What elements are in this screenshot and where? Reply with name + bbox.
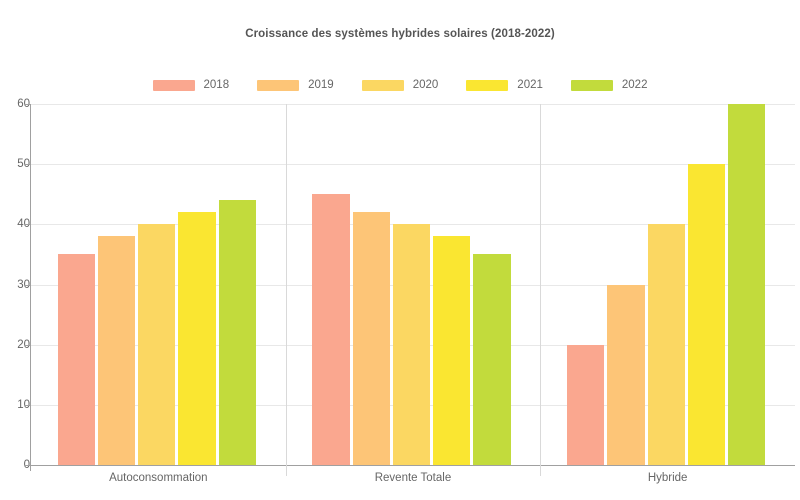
y-tick: 0 [0, 459, 30, 471]
y-tick: 40 [0, 218, 30, 230]
y-tick: 20 [0, 339, 30, 351]
category-label-autoconsommation: Autoconsommation [109, 472, 208, 484]
x-axis-line [24, 465, 795, 466]
y-tick: 60 [0, 98, 30, 110]
y-tick-label: 20 [17, 338, 30, 351]
legend-swatch-icon [257, 79, 300, 91]
gridline [31, 104, 795, 105]
plot-area [31, 104, 795, 465]
legend-item-2021[interactable]: 2021 [466, 79, 543, 91]
bar-revente-totale-2020[interactable] [392, 224, 431, 465]
category-label-revente-totale: Revente Totale [374, 472, 452, 484]
legend-label: 2019 [308, 79, 334, 91]
legend-label: 2018 [203, 79, 230, 91]
bar-hybride-2018[interactable] [567, 344, 605, 465]
bar-autoconsommation-2018[interactable] [57, 254, 95, 465]
bar-autoconsommation-2022[interactable] [218, 200, 256, 465]
bar-revente-totale-2019[interactable] [352, 212, 390, 465]
y-tick-mark [24, 465, 30, 466]
y-tick-mark [24, 344, 30, 346]
y-tick: 30 [0, 279, 30, 291]
y-tick-mark [24, 284, 30, 286]
group-separator [540, 104, 542, 476]
bar-hybride-2022[interactable] [728, 104, 766, 465]
y-tick-mark [24, 164, 30, 166]
y-axis-line [30, 104, 31, 471]
legend-swatch-icon [361, 79, 404, 91]
bar-revente-totale-2022[interactable] [473, 254, 511, 465]
bar-hybride-2020[interactable] [647, 224, 685, 465]
y-tick-mark [24, 104, 30, 105]
y-tick-label: 30 [17, 278, 30, 291]
legend-item-2018[interactable]: 2018 [152, 79, 230, 91]
y-tick: 10 [0, 399, 30, 411]
legend-label: 2020 [412, 79, 439, 91]
legend-item-2020[interactable]: 2020 [361, 79, 439, 91]
y-tick-label: 40 [17, 218, 30, 231]
y-tick-label: 60 [17, 98, 30, 110]
bar-autoconsommation-2020[interactable] [138, 224, 176, 465]
y-tick: 50 [0, 158, 30, 170]
legend-swatch-icon [570, 79, 613, 91]
legend-swatch-icon [152, 79, 195, 91]
bar-autoconsommation-2021[interactable] [178, 212, 216, 465]
bar-autoconsommation-2019[interactable] [97, 236, 136, 465]
bar-revente-totale-2021[interactable] [433, 236, 471, 465]
y-tick-label: 10 [17, 398, 30, 411]
y-tick-label: 50 [17, 158, 30, 171]
gridline [31, 164, 795, 166]
legend-label: 2021 [517, 79, 543, 91]
bar-revente-totale-2018[interactable] [312, 194, 350, 465]
y-tick-mark [24, 224, 30, 226]
bar-hybride-2021[interactable] [687, 164, 726, 465]
bar-hybride-2019[interactable] [607, 284, 645, 465]
chart-legend[interactable]: 2018 2019 2020 2021 2022 [0, 79, 800, 91]
legend-item-2019[interactable]: 2019 [257, 79, 334, 91]
group-separator [285, 104, 287, 476]
chart-title: Croissance des systèmes hybrides solaire… [245, 28, 555, 40]
y-tick-mark [24, 404, 30, 406]
legend-label: 2022 [621, 79, 648, 91]
legend-item-2022[interactable]: 2022 [570, 79, 648, 91]
legend-swatch-icon [466, 79, 509, 91]
category-label-hybride: Hybride [647, 472, 688, 484]
